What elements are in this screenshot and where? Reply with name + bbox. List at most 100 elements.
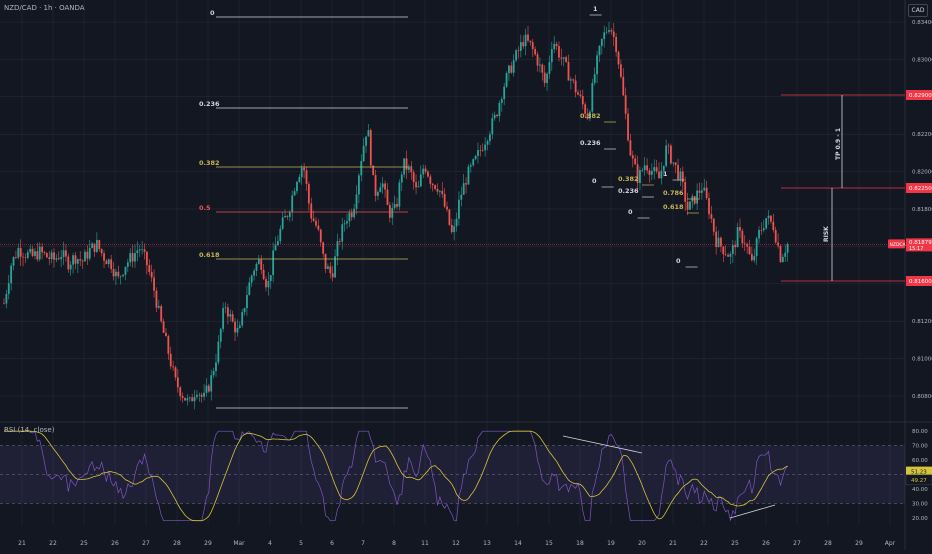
candle-body [307,183,310,204]
candle-body [427,171,429,177]
candle-body [57,258,60,260]
candle-body [176,377,179,388]
candle-body [22,256,24,258]
candle-body [700,190,703,193]
candle-body [103,253,105,261]
candle-body [153,277,155,291]
candle-body [765,218,768,229]
rsi-ma-badge [905,474,932,486]
candle-body [481,150,484,151]
candle-body [224,307,227,309]
candle-body [720,237,722,247]
candle-body [710,214,713,219]
candle-body [731,245,734,254]
candle-body [31,248,34,256]
candle-body [410,166,413,173]
candle-body [767,215,770,219]
candle-body [705,187,708,199]
candle-body [508,65,510,74]
candle-body [396,203,398,207]
candle-body [448,209,451,225]
candle-body [327,266,329,269]
candle-body [438,190,441,192]
risk-annotation: RISK [823,226,830,242]
candle-body [17,248,20,258]
last-price-value: 0.81879 [909,240,932,246]
candle-body [519,42,522,51]
candle-body [746,244,749,247]
candle-body [3,303,5,304]
candle-body [515,50,517,61]
candle-body [603,32,606,39]
candle-body [772,221,775,230]
candle-body [400,174,403,183]
candle-body [722,246,725,255]
x-tick-label: 26 [762,540,770,547]
candle-body [605,31,608,33]
candle-body [610,30,613,32]
currency-badge[interactable]: CAD [908,4,928,17]
candle-body [281,217,284,229]
x-tick-label: Mar [233,540,245,547]
symbol-title[interactable]: NZD/CAD · 1h · OANDA [4,4,85,12]
fib-label: 1 [663,170,668,178]
candle-body [734,245,737,248]
candle-body [615,36,618,52]
candle-body [491,118,494,135]
candle-body [343,223,346,225]
candle-body [248,282,251,295]
candle-body [712,218,715,232]
fib-label: 0 [210,9,215,17]
candle-body [672,162,675,164]
candle-body [717,237,720,248]
x-tick-label: 5 [299,540,303,547]
candle-body [277,241,279,246]
candle-body [241,312,244,326]
candle-body [384,183,386,190]
candle-body [212,371,215,376]
candle-body [143,249,146,252]
candle-body [219,328,222,342]
candle-body [643,165,646,171]
candle-body [134,253,136,262]
x-tick-label: 13 [483,540,491,547]
last-price-badge [906,238,932,252]
candle-body [450,224,453,233]
rsi-tick-label: 30.00 [912,501,928,507]
candle-body [684,182,687,202]
rsi-title[interactable]: RSI (14, close) [4,426,55,434]
candle-body [474,156,477,160]
candle-body [477,150,479,157]
candle-body [165,332,167,337]
candle-body [162,321,165,333]
candle-body [562,57,565,59]
candle-body [362,145,365,162]
candle-body [26,252,29,258]
candle-body [296,181,298,192]
candle-body [246,294,248,309]
candle-body [524,34,527,47]
candle-body [141,249,144,251]
candle-body [255,264,258,271]
candle-body [148,265,151,272]
price-level-badge [906,183,932,193]
candle-body [115,271,117,277]
candle-body [238,325,241,328]
rsi-tick-label: 70.00 [912,444,928,450]
candle-body [322,242,325,254]
candle-body [110,259,113,270]
candle-body [45,253,48,258]
candle-body [5,293,8,304]
candle-body [312,218,315,221]
candle-body [386,189,389,205]
candle-body [412,172,415,183]
candle-body [174,367,177,378]
candle-body [374,175,377,196]
candle-body [574,80,577,93]
divergence-line [562,435,643,454]
candle-body [708,198,710,215]
candle-body [186,398,189,401]
candle-body [739,227,741,231]
